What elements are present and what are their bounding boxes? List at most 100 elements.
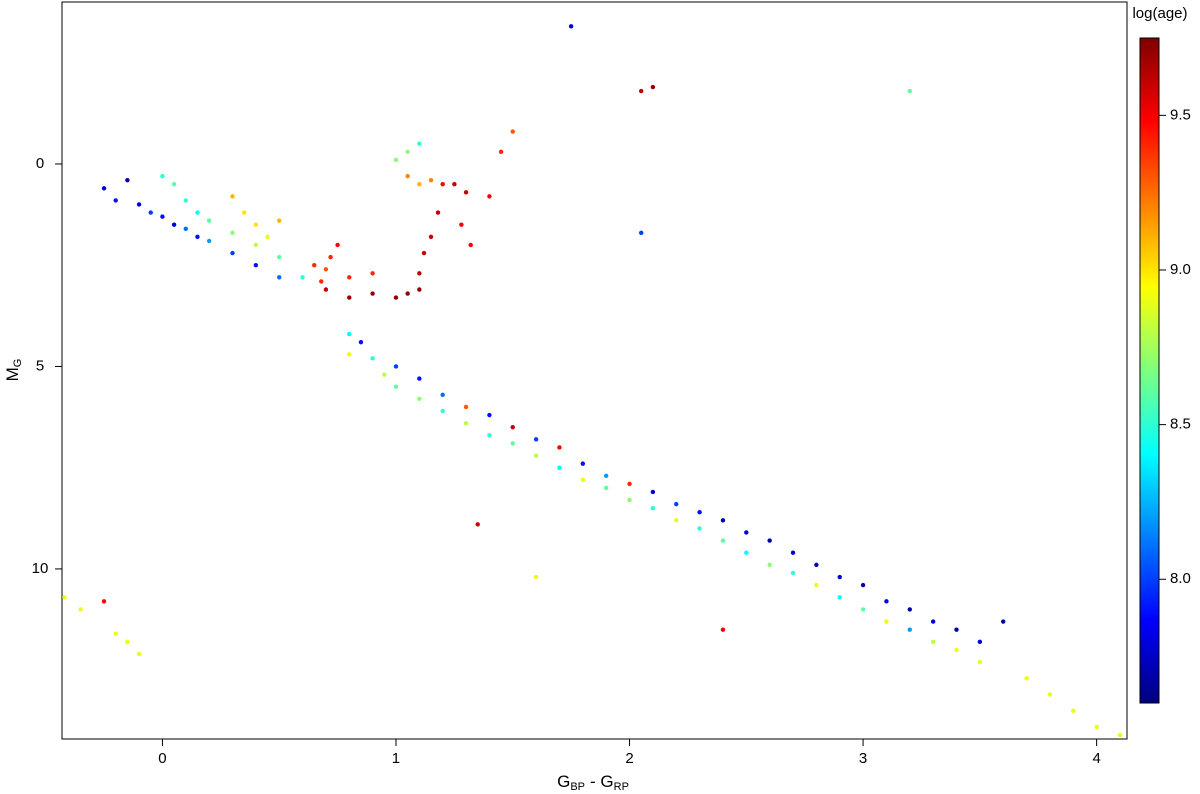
star-point	[603, 485, 609, 491]
y-tick-label: 10	[32, 560, 49, 577]
star-point	[241, 210, 247, 215]
x-label-part: G	[557, 772, 570, 791]
star-point	[78, 607, 83, 612]
star-point	[884, 619, 889, 624]
star-point	[101, 186, 107, 191]
star-point	[206, 238, 212, 244]
star-point	[954, 627, 959, 632]
star-point	[639, 230, 644, 236]
star-point	[814, 582, 819, 588]
y-tick-label: 5	[36, 357, 44, 374]
x-label-sub: BP	[570, 781, 585, 793]
star-point	[230, 230, 235, 236]
star-point	[113, 198, 118, 203]
star-point	[557, 445, 562, 450]
star-point	[487, 433, 492, 438]
star-point	[860, 607, 866, 612]
star-point	[300, 275, 305, 280]
star-point	[393, 157, 399, 163]
star-point	[148, 210, 153, 215]
colorbar-tick-label: 9.0	[1170, 261, 1191, 278]
star-point	[510, 441, 515, 446]
star-point	[790, 570, 796, 576]
star-point	[370, 271, 375, 276]
star-point	[428, 234, 434, 240]
star-point	[1024, 676, 1029, 681]
star-point	[335, 242, 340, 248]
star-point	[452, 182, 457, 187]
star-point	[767, 538, 772, 543]
points	[62, 24, 1123, 738]
star-point	[440, 182, 445, 187]
star-point	[195, 210, 200, 215]
star-point	[393, 384, 399, 389]
star-point	[650, 505, 656, 511]
star-point	[837, 595, 842, 600]
y-label-sub: G	[12, 359, 24, 368]
star-point	[183, 198, 188, 203]
star-point	[930, 639, 936, 645]
star-point	[347, 275, 352, 280]
star-point	[1094, 724, 1099, 730]
star-point	[977, 659, 983, 665]
star-point	[277, 275, 282, 280]
star-point	[627, 481, 632, 487]
star-point	[533, 574, 539, 580]
star-point	[125, 177, 130, 183]
star-point	[744, 530, 749, 535]
star-point	[533, 453, 539, 458]
star-point	[650, 84, 656, 90]
star-point	[487, 194, 492, 199]
star-point	[639, 88, 644, 94]
plot-frame	[61, 1, 1128, 740]
star-point	[568, 24, 574, 29]
star-point	[113, 631, 118, 636]
colorbar	[1139, 37, 1160, 704]
star-point	[435, 210, 441, 215]
x-tick-label: 1	[392, 750, 400, 767]
star-point	[510, 129, 515, 134]
star-point	[440, 408, 445, 414]
y-axis-label: MG	[3, 359, 23, 382]
star-point	[533, 437, 539, 442]
star-point	[720, 518, 726, 523]
x-label-part: - G	[590, 772, 614, 791]
star-point	[358, 339, 364, 345]
star-point	[463, 404, 469, 410]
star-point	[417, 182, 422, 187]
star-point	[370, 356, 375, 361]
star-point	[265, 234, 270, 240]
star-point	[510, 424, 515, 430]
star-point	[393, 295, 399, 300]
star-point	[277, 218, 282, 223]
colorbar-tick-label: 9.5	[1170, 106, 1191, 123]
star-point	[674, 518, 679, 523]
star-point	[860, 582, 866, 588]
star-point	[907, 627, 912, 632]
star-point	[136, 202, 142, 207]
star-point	[347, 331, 352, 337]
x-axis-label: GBP - GRP	[557, 772, 629, 792]
star-point	[160, 214, 165, 219]
star-point	[230, 194, 235, 199]
star-point	[884, 599, 889, 604]
star-point	[487, 412, 492, 418]
star-point	[206, 218, 212, 223]
star-point	[428, 177, 434, 183]
star-point	[195, 234, 200, 240]
star-point	[459, 222, 464, 227]
star-point	[370, 291, 375, 296]
star-point	[837, 574, 842, 580]
star-point	[907, 88, 912, 94]
star-point	[312, 263, 317, 268]
star-point	[697, 526, 702, 531]
star-point	[907, 607, 912, 612]
star-point	[328, 254, 333, 260]
star-point	[930, 619, 936, 624]
star-point	[421, 250, 427, 256]
star-point	[580, 477, 586, 483]
star-point	[627, 497, 632, 503]
star-point	[720, 538, 726, 543]
star-point	[405, 291, 410, 296]
star-point	[171, 222, 177, 227]
